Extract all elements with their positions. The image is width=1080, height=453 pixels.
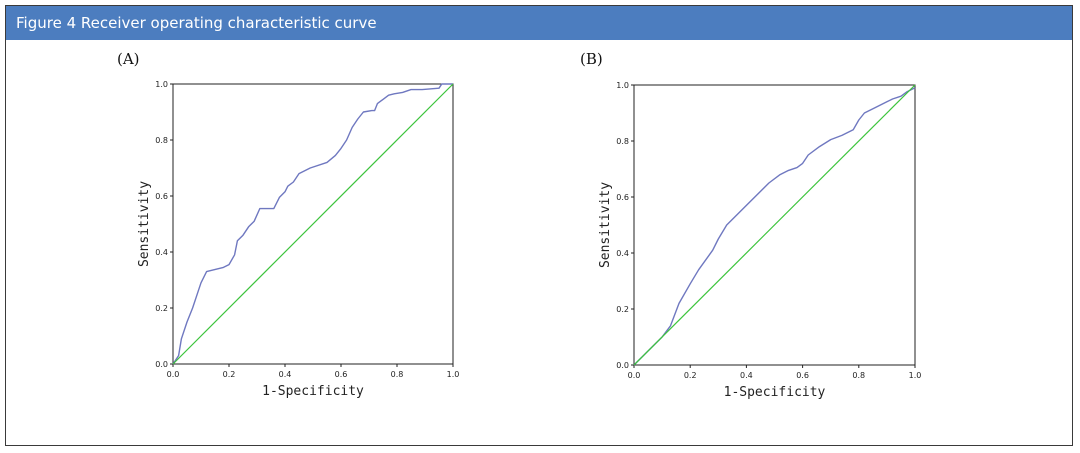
y-tick-label: 0.0 <box>155 360 168 369</box>
y-tick-label: 1.0 <box>155 80 168 89</box>
x-tick-label: 0.2 <box>684 371 697 380</box>
x-tick-label: 0.6 <box>796 371 809 380</box>
x-tick-label: 0.0 <box>167 370 180 379</box>
y-tick-label: 0.2 <box>155 304 168 313</box>
reference-line-b <box>633 84 916 366</box>
y-tick-label: 0.4 <box>155 248 168 257</box>
x-tick-label: 0.6 <box>335 370 348 379</box>
panel-label-a: (A) <box>117 50 140 68</box>
x-tick-label: 0.4 <box>279 370 292 379</box>
roc-curve-b <box>633 87 916 366</box>
y-tick-label: 0.8 <box>616 137 629 146</box>
x-tick-label: 0.0 <box>628 371 641 380</box>
x-tick-label: 0.2 <box>223 370 236 379</box>
x-tick-label: 1.0 <box>909 371 922 380</box>
roc-curve-a <box>172 83 453 365</box>
panel-label-b: (B) <box>580 50 603 68</box>
x-tick-label: 0.8 <box>852 371 865 380</box>
y-tick-label: 0.0 <box>616 361 629 370</box>
y-tick-label: 1.0 <box>616 81 629 90</box>
figure-title: Figure 4 Receiver operating characterist… <box>6 6 1072 40</box>
plot-area-b <box>633 84 916 366</box>
x-axis-label: 1-Specificity <box>262 384 364 399</box>
y-tick-label: 0.8 <box>155 136 168 145</box>
plot-area-a <box>172 83 454 365</box>
roc-chart-a: 0.0 0.2 0.4 0.6 0.8 1.0 0.0 0.2 0.4 0.6 0.8 1.0 1-Sp… <box>137 80 459 399</box>
x-tick-label: 0.4 <box>740 371 753 380</box>
reference-line-a <box>172 83 454 365</box>
figure-frame: Figure 4 Receiver operating characterist… <box>5 5 1073 446</box>
y-axis-label: Sensitivity <box>598 182 613 268</box>
y-tick-label: 0.4 <box>616 249 629 258</box>
y-tick-label: 0.2 <box>616 305 629 314</box>
y-tick-label: 0.6 <box>616 193 629 202</box>
x-tick-label: 1.0 <box>447 370 460 379</box>
y-tick-label: 0.6 <box>155 192 168 201</box>
x-tick-label: 0.8 <box>391 370 404 379</box>
roc-chart-b: 0.0 0.2 0.4 0.6 0.8 1.0 0.0 0.2 0.4 0.6 0.8 1.0 1-Sp… <box>598 81 921 400</box>
y-axis-label: Sensitivity <box>137 181 152 267</box>
x-axis-label: 1-Specificity <box>724 385 826 400</box>
